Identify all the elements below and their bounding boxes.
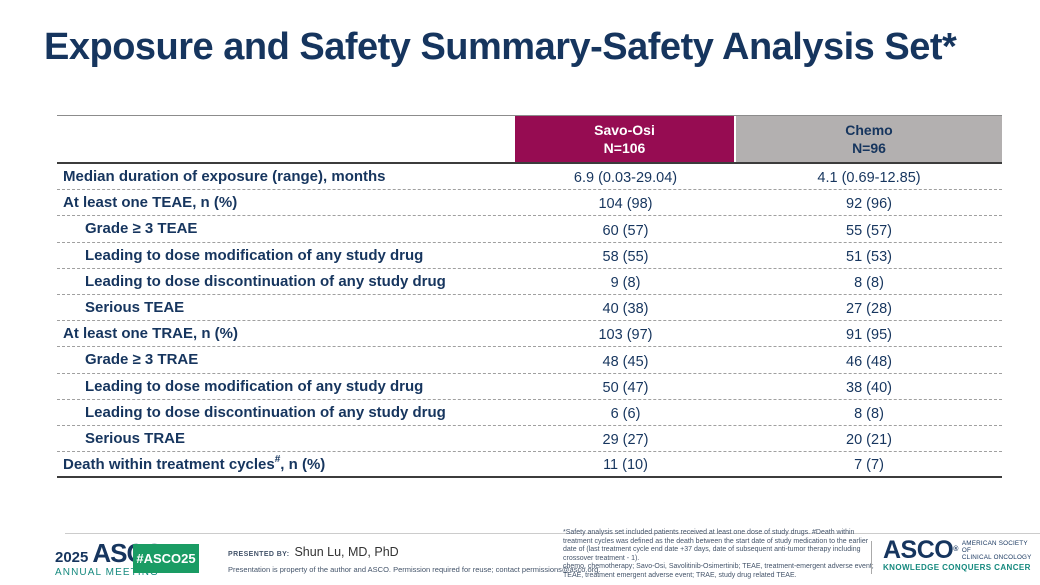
- column-header-savo-osi-n: N=106: [603, 140, 646, 156]
- table-row: At least one TEAE, n (%) 104 (98) 92 (96…: [57, 190, 1002, 217]
- table-header-row: Savo-Osi N=106 Chemo N=96: [57, 115, 1002, 164]
- column-header-chemo: Chemo N=96: [736, 116, 1002, 162]
- footer-divider-line: [65, 533, 1040, 534]
- row-label: At least one TEAE, n (%): [63, 194, 238, 212]
- permission-notice: Presentation is property of the author a…: [228, 565, 601, 574]
- hashtag-badge: #ASCO25: [133, 544, 199, 573]
- page-title: Exposure and Safety Summary-Safety Analy…: [44, 26, 957, 68]
- table-row: Grade ≥ 3 TRAE 48 (45) 46 (48): [57, 347, 1002, 374]
- cell-chemo: 8 (8): [854, 274, 884, 291]
- table-body: Median duration of exposure (range), mon…: [57, 164, 1002, 479]
- table-row: Serious TEAE 40 (38) 27 (28): [57, 295, 1002, 322]
- cell-savo-osi: 11 (10): [603, 457, 648, 474]
- annual-meeting-label: ANNUAL MEETING: [55, 567, 159, 578]
- table-row: Median duration of exposure (range), mon…: [57, 164, 1002, 191]
- cell-savo-osi: 104 (98): [598, 196, 653, 213]
- table-corner-cell: [57, 116, 515, 162]
- column-header-chemo-n: N=96: [852, 140, 886, 156]
- cell-savo-osi: 6.9 (0.03-29.04): [573, 170, 678, 187]
- cell-savo-osi: 48 (45): [602, 353, 649, 370]
- cell-chemo: 27 (28): [846, 301, 892, 318]
- asco-society-logo: ASCO® AMERICAN SOCIETY OF CLINICAL ONCOL…: [883, 536, 1035, 573]
- footnote-safety-definition: *Safety analysis set included patients r…: [563, 529, 869, 562]
- meeting-year: 2025: [55, 549, 89, 566]
- row-label: Grade ≥ 3 TEAE: [85, 220, 198, 238]
- row-label: Grade ≥ 3 TRAE: [85, 351, 199, 369]
- table-row: At least one TRAE, n (%) 103 (97) 91 (95…: [57, 321, 1002, 348]
- cell-savo-osi: 9 (8): [610, 274, 641, 291]
- row-label: At least one TRAE, n (%): [63, 325, 239, 343]
- cell-chemo: 51 (53): [846, 248, 892, 265]
- cell-chemo: 46 (48): [846, 353, 892, 370]
- cell-chemo: 7 (7): [854, 457, 884, 474]
- registered-mark: ®: [953, 546, 958, 553]
- column-header-savo-osi-name: Savo-Osi: [594, 122, 655, 138]
- presenter-name: Shun Lu, MD, PhD: [294, 545, 399, 559]
- table-row: Leading to dose discontinuation of any s…: [57, 269, 1002, 295]
- cell-savo-osi: 60 (57): [602, 222, 649, 239]
- cell-chemo: 20 (21): [846, 432, 892, 449]
- cell-chemo: 8 (8): [854, 405, 884, 422]
- row-label: Leading to dose modification of any stud…: [85, 377, 424, 395]
- column-header-chemo-name: Chemo: [845, 122, 893, 138]
- table-row: Grade ≥ 3 TEAE 60 (57) 55 (57): [57, 216, 1002, 243]
- asco-society-wordmark: ASCO®: [883, 536, 958, 564]
- cell-chemo: 4.1 (0.69-12.85): [817, 170, 921, 187]
- footnote-abbreviations: chemo, chemotherapy; Savo-Osi, Savolitin…: [563, 563, 874, 579]
- cell-savo-osi: 103 (97): [598, 327, 653, 344]
- table-row: Leading to dose discontinuation of any s…: [57, 400, 1002, 426]
- footnotes: *Safety analysis set included patients r…: [563, 529, 879, 581]
- cell-savo-osi: 6 (6): [610, 405, 641, 422]
- cell-savo-osi: 58 (55): [602, 248, 649, 265]
- presented-by-label: PRESENTED BY:: [228, 551, 290, 558]
- row-label: Leading to dose modification of any stud…: [85, 246, 424, 264]
- row-label: Leading to dose discontinuation of any s…: [85, 403, 446, 421]
- cell-savo-osi: 29 (27): [602, 432, 649, 449]
- asco-tagline: KNOWLEDGE CONQUERS CANCER: [883, 563, 1031, 572]
- row-label: Serious TRAE: [85, 429, 186, 447]
- safety-summary-table: Savo-Osi N=106 Chemo N=96 Median duratio…: [57, 115, 1002, 479]
- row-label: Median duration of exposure (range), mon…: [63, 168, 386, 186]
- society-name-line2: CLINICAL ONCOLOGY: [961, 553, 1032, 561]
- presented-by-block: PRESENTED BY: Shun Lu, MD, PhD: [228, 545, 399, 559]
- row-label: Death within treatment cycles #, n (%): [63, 454, 326, 473]
- row-label: Serious TEAE: [85, 299, 185, 317]
- table-row: Serious TRAE 29 (27) 20 (21): [57, 426, 1002, 453]
- cell-chemo: 38 (40): [846, 379, 892, 396]
- cell-chemo: 92 (96): [846, 196, 892, 213]
- table-row: Death within treatment cycles #, n (%) 11…: [57, 452, 1002, 479]
- cell-savo-osi: 50 (47): [602, 379, 649, 396]
- cell-chemo: 91 (95): [846, 327, 892, 344]
- society-name-line1: AMERICAN SOCIETY OF: [961, 539, 1028, 554]
- row-label: Leading to dose discontinuation of any s…: [85, 272, 446, 290]
- footer-vertical-divider: [871, 541, 872, 574]
- cell-chemo: 55 (57): [846, 222, 892, 239]
- table-row: Leading to dose modification of any stud…: [57, 374, 1002, 400]
- column-header-savo-osi: Savo-Osi N=106: [515, 116, 736, 162]
- cell-savo-osi: 40 (38): [602, 301, 649, 318]
- table-row: Leading to dose modification of any stud…: [57, 243, 1002, 269]
